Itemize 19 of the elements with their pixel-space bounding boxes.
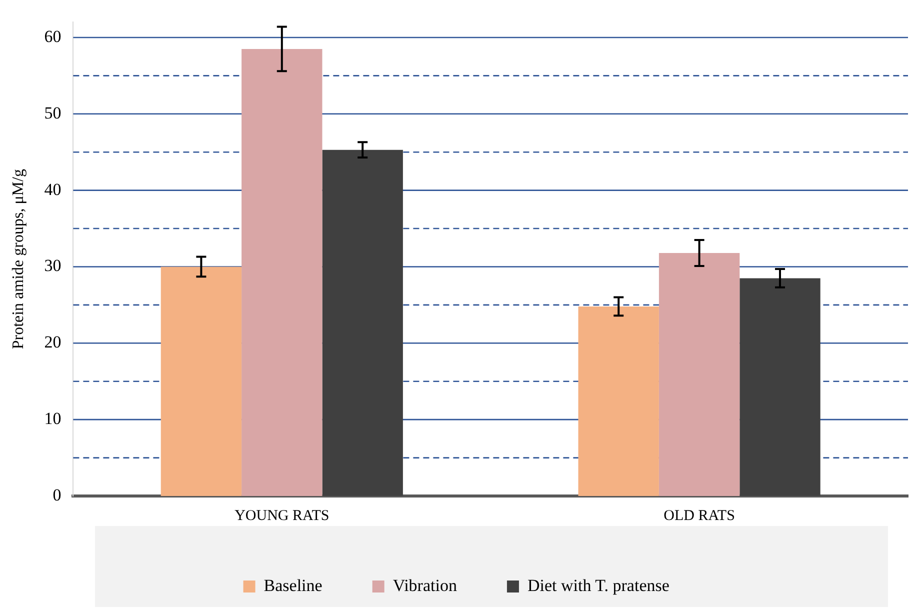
bar xyxy=(578,306,659,496)
y-tick-label: 40 xyxy=(44,180,62,199)
legend-label: Baseline xyxy=(264,576,322,595)
y-tick-label: 30 xyxy=(44,256,62,276)
legend-label: Diet with T. pratense xyxy=(527,576,670,595)
bar xyxy=(242,48,322,496)
y-tick-label: 50 xyxy=(44,103,62,122)
bar xyxy=(160,266,242,496)
y-tick-label: 60 xyxy=(44,26,62,46)
legend-label: Vibration xyxy=(392,576,458,595)
x-tick-label: YOUNG RATS xyxy=(234,508,330,524)
x-tick-label: OLD RATS xyxy=(664,508,735,524)
y-axis-title: Protein amide groups, μM/g xyxy=(10,169,27,350)
bar xyxy=(658,252,740,496)
y-tick-label: 20 xyxy=(44,332,62,352)
y-tick-label: 0 xyxy=(52,485,62,504)
y-tick-label: 10 xyxy=(44,409,62,428)
bar xyxy=(740,278,820,496)
bar xyxy=(322,150,403,496)
